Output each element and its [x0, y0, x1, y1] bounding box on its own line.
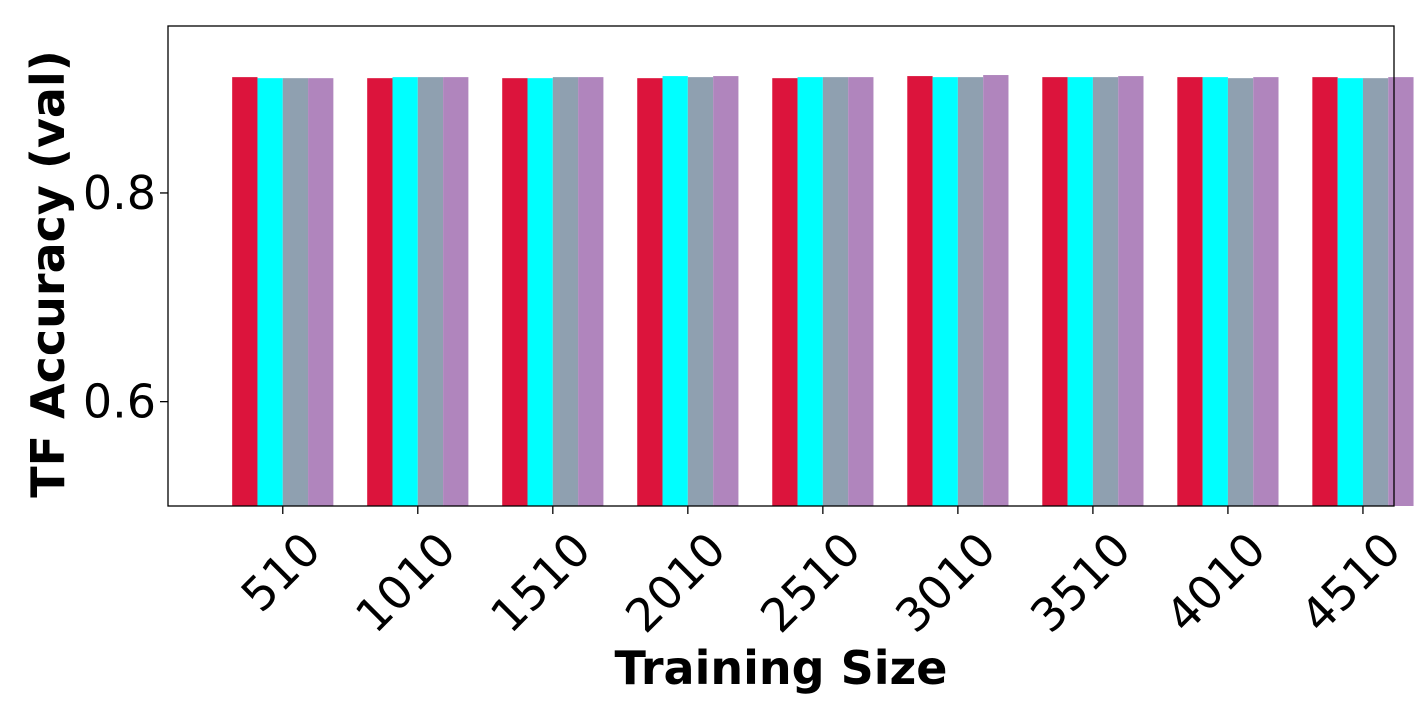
x-tick-label: 2010 — [615, 522, 736, 643]
x-tick-label: 4510 — [1290, 522, 1411, 643]
x-tick-label: 1010 — [345, 522, 466, 643]
x-tick-label: 3010 — [885, 522, 1006, 643]
bar-2510-s3 — [822, 77, 849, 506]
bar-2010-s4 — [713, 76, 739, 506]
bars-group — [232, 75, 1414, 507]
bar-1010-s1 — [367, 78, 393, 507]
bar-2010-s1 — [637, 78, 663, 507]
bar-1510-s4 — [578, 77, 604, 506]
bar-510-s2 — [257, 78, 283, 507]
bar-3510-s4 — [1118, 76, 1144, 506]
x-tick-label: 510 — [231, 522, 331, 622]
x-tick-label: 3510 — [1020, 522, 1141, 643]
y-tick-label: 0.6 — [83, 375, 156, 429]
x-axis-title: Training Size — [615, 641, 948, 695]
bar-2010-s3 — [687, 77, 714, 506]
bar-4010-s2 — [1202, 77, 1228, 506]
bar-4510-s4 — [1388, 77, 1414, 506]
bar-1010-s2 — [392, 77, 418, 506]
bar-4510-s3 — [1362, 78, 1389, 507]
bar-510-s4 — [308, 78, 334, 507]
bar-3010-s2 — [932, 77, 958, 506]
bar-4010-s3 — [1227, 78, 1254, 507]
bar-1510-s2 — [527, 78, 553, 507]
bar-3010-s1 — [907, 76, 933, 506]
bar-1510-s3 — [552, 77, 579, 506]
bar-3510-s1 — [1042, 77, 1068, 506]
bar-1010-s4 — [443, 77, 469, 506]
y-axis-title: TF Accuracy (val) — [21, 50, 75, 498]
bar-4510-s1 — [1312, 77, 1338, 506]
bar-3010-s3 — [957, 77, 984, 506]
bar-2510-s1 — [772, 78, 798, 507]
bar-2510-s4 — [848, 77, 874, 506]
plot-frame — [167, 25, 1395, 507]
bar-3010-s4 — [983, 75, 1009, 506]
x-tick-label: 1510 — [480, 522, 601, 643]
bar-3510-s2 — [1067, 77, 1093, 506]
bar-4010-s4 — [1253, 77, 1279, 506]
y-axis: 0.6 0.8 — [83, 166, 168, 429]
bar-2510-s2 — [797, 77, 823, 506]
bar-4510-s2 — [1337, 78, 1363, 507]
bar-1010-s3 — [417, 77, 444, 506]
x-tick-label: 2510 — [750, 522, 871, 643]
bar-2010-s2 — [662, 76, 688, 506]
bar-3510-s3 — [1092, 77, 1119, 506]
x-tick-label: 4010 — [1155, 522, 1276, 643]
bar-4010-s1 — [1177, 77, 1203, 506]
bar-510-s3 — [282, 78, 309, 507]
bar-1510-s1 — [502, 78, 528, 507]
y-tick-label: 0.8 — [83, 166, 156, 220]
bar-510-s1 — [232, 77, 258, 506]
